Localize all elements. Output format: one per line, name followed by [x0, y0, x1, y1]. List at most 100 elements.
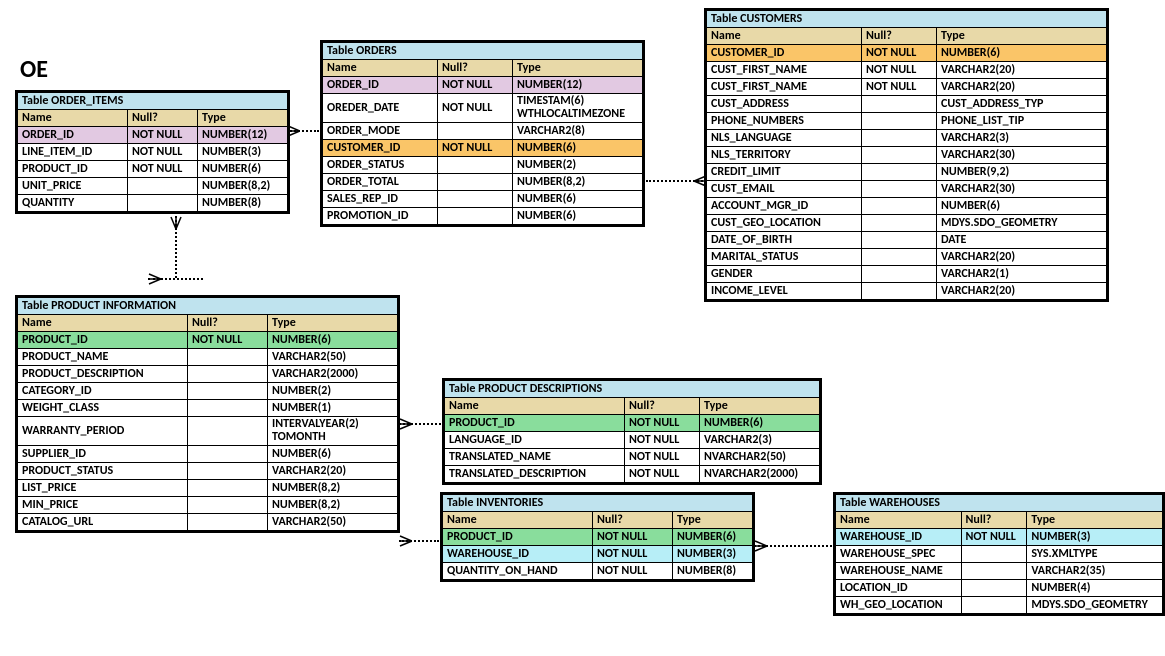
- cell: [188, 497, 268, 514]
- crows-foot-icon: [286, 124, 298, 138]
- cell: [438, 174, 513, 191]
- cell: WAREHOUSE_ID: [443, 546, 593, 563]
- cell: CATEGORY_ID: [18, 383, 188, 400]
- col-header: Name: [836, 512, 962, 529]
- cell: MARITAL_STATUS: [707, 249, 862, 266]
- table-row: SALES_REP_IDNUMBER(6): [323, 191, 643, 208]
- cell: NUMBER(12): [513, 77, 643, 94]
- cell: PRODUCT_ID: [445, 415, 625, 432]
- cell: MIN_PRICE: [18, 497, 188, 514]
- cell: TIMESTAM(6) WTHLOCALTIMEZONE: [513, 94, 643, 123]
- table-row: PRODUCT_STATUSVARCHAR2(20): [18, 463, 398, 480]
- table-row: WEIGHT_CLASSNUMBER(1): [18, 400, 398, 417]
- cell: PRODUCT_ID: [443, 529, 593, 546]
- cell: VARCHAR2(3): [700, 432, 820, 449]
- cell: VARCHAR2(30): [937, 181, 1107, 198]
- cell: NUMBER(6): [268, 446, 398, 463]
- cell: WAREHOUSE_SPEC: [836, 546, 962, 563]
- table-row: PRODUCT_IDNOT NULLNUMBER(6): [18, 161, 288, 178]
- cell: VARCHAR2(50): [268, 349, 398, 366]
- cell: VARCHAR2(20): [937, 283, 1107, 300]
- cell: CUST_EMAIL: [707, 181, 862, 198]
- col-header: Name: [443, 512, 593, 529]
- cell: NLS_TERRITORY: [707, 147, 862, 164]
- col-header: Type: [268, 315, 398, 332]
- col-header: Null?: [625, 398, 700, 415]
- table-row: OREDER_DATENOT NULLTIMESTAM(6) WTHLOCALT…: [323, 94, 643, 123]
- cell: [188, 480, 268, 497]
- cell: CUSTOMER_ID: [707, 45, 862, 62]
- cell: NUMBER(8): [198, 195, 288, 212]
- cell: NOT NULL: [128, 161, 198, 178]
- table-row: QUANTITYNUMBER(8): [18, 195, 288, 212]
- cell: ORDER_STATUS: [323, 157, 438, 174]
- table-row: INCOME_LEVEL VARCHAR2(20): [707, 283, 1107, 300]
- cell: DATE_OF_BIRTH: [707, 232, 862, 249]
- table-row: WARRANTY_PERIODINTERVALYEAR(2) TOMONTH: [18, 417, 398, 446]
- cell: SALES_REP_ID: [323, 191, 438, 208]
- cell: NUMBER(8,2): [513, 174, 643, 191]
- table-inventories: Table INVENTORIESNameNull?TypePRODUCT_ID…: [440, 492, 755, 582]
- cell: [128, 195, 198, 212]
- cell: [862, 181, 937, 198]
- cell: CUST_FIRST_NAME: [707, 62, 862, 79]
- cell: [438, 191, 513, 208]
- table-row: WAREHOUSE_NAMEVARCHAR2(35): [836, 563, 1163, 580]
- table-row: CUST_FIRST_NAMENOT NULLVARCHAR2(20): [707, 79, 1107, 96]
- cell: SYS.XMLTYPE: [1027, 546, 1163, 563]
- cell: [438, 208, 513, 225]
- cell: CUST_GEO_LOCATION: [707, 215, 862, 232]
- cell: ACCOUNT_MGR_ID: [707, 198, 862, 215]
- schema-title: OE: [20, 55, 48, 84]
- cell: TRANSLATED_DESCRIPTION: [445, 466, 625, 483]
- cell: NLS_LANGUAGE: [707, 130, 862, 147]
- table-row: PHONE_NUMBERSPHONE_LIST_TIP: [707, 113, 1107, 130]
- table-title: Table PRODUCT INFORMATION: [18, 298, 398, 315]
- cell: [862, 164, 937, 181]
- cell: NOT NULL: [625, 415, 700, 432]
- table-row: QUANTITY_ON_HANDNOT NULLNUMBER(8): [443, 563, 753, 580]
- crows-foot-icon: [147, 272, 159, 286]
- cell: ORDER_ID: [18, 127, 128, 144]
- col-header: Type: [937, 28, 1107, 45]
- cell: [961, 597, 1027, 614]
- cell: MDYS.SDO_GEOMETRY: [1027, 597, 1163, 614]
- col-header: Null?: [188, 315, 268, 332]
- col-header: Type: [198, 110, 288, 127]
- cell: VARCHAR2(20): [268, 463, 398, 480]
- table-row: WAREHOUSE_IDNOT NULLNUMBER(3): [836, 529, 1163, 546]
- table-row: NLS_TERRITORYVARCHAR2(30): [707, 147, 1107, 164]
- cell: NOT NULL: [438, 77, 513, 94]
- cell: [961, 546, 1027, 563]
- cell: NOT NULL: [593, 546, 673, 563]
- table-row: PROMOTION_IDNUMBER(6): [323, 208, 643, 225]
- cell: [862, 215, 937, 232]
- col-header: Name: [18, 110, 128, 127]
- cell: [862, 232, 937, 249]
- table-row: LANGUAGE_IDNOT NULLVARCHAR2(3): [445, 432, 820, 449]
- cell: [862, 96, 937, 113]
- cell: [188, 400, 268, 417]
- cell: NUMBER(1): [268, 400, 398, 417]
- cell: NUMBER(2): [268, 383, 398, 400]
- cell: INCOME_LEVEL: [707, 283, 862, 300]
- table-title: Table INVENTORIES: [443, 495, 753, 512]
- cell: PHONE_LIST_TIP: [937, 113, 1107, 130]
- cell: [862, 283, 937, 300]
- col-header: Type: [1027, 512, 1163, 529]
- cell: SUPPLIER_ID: [18, 446, 188, 463]
- cell: NUMBER(8): [673, 563, 753, 580]
- cell: NVARCHAR2(50): [700, 449, 820, 466]
- col-header: Null?: [961, 512, 1027, 529]
- table-row: MARITAL_STATUSVARCHAR2(20): [707, 249, 1107, 266]
- col-header: Type: [700, 398, 820, 415]
- col-header: Null?: [862, 28, 937, 45]
- cell: NOT NULL: [625, 432, 700, 449]
- table-order_items: Table ORDER_ITEMSNameNull?TypeORDER_IDNO…: [15, 90, 290, 214]
- cell: VARCHAR2(2000): [268, 366, 398, 383]
- table-row: ORDER_TOTALNUMBER(8,2): [323, 174, 643, 191]
- cell: OREDER_DATE: [323, 94, 438, 123]
- table-title: Table CUSTOMERS: [707, 11, 1107, 28]
- cell: [862, 266, 937, 283]
- col-header: Null?: [128, 110, 198, 127]
